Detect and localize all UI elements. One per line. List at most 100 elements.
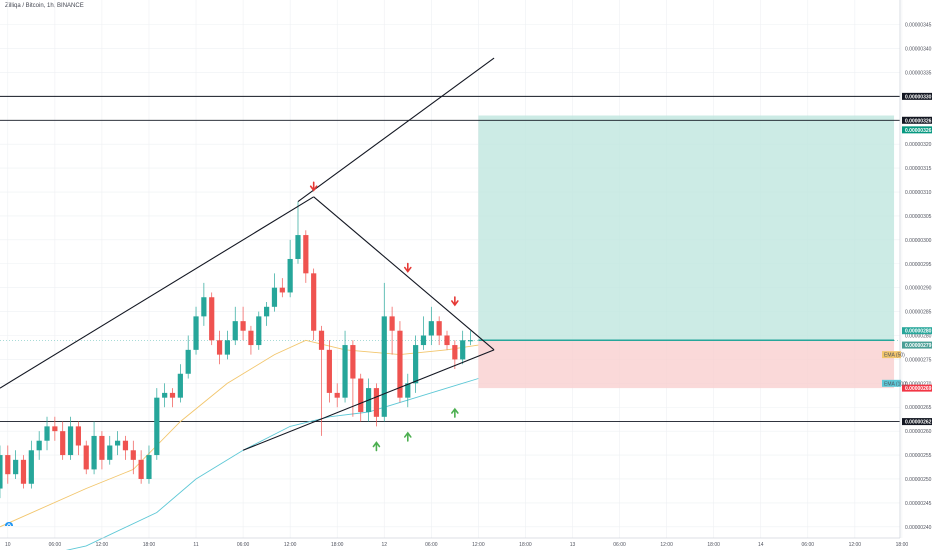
candle-body [303,235,309,274]
candle [413,335,419,393]
candle-body [350,345,356,379]
price-tick-label: 0.00000345 [905,23,932,29]
candle [358,373,364,422]
candle [201,282,207,326]
candle-body [67,426,74,456]
candle-body [452,345,458,360]
price-tick-label: 0.00000340 [905,47,932,53]
time-tick-label: 06:00 [49,542,62,548]
tradingview-logo-icon [5,522,13,527]
time-tick-label: 18:00 [143,542,156,548]
candle-body [162,392,168,398]
price-label-text: 0.00000280 [905,329,932,335]
candle [91,421,97,475]
candle [420,316,427,350]
candle [83,440,89,475]
candle-body [311,273,317,331]
candle-body [358,378,364,413]
candle-body [154,397,160,456]
candle [177,364,183,403]
candle [75,421,81,456]
candle [452,340,458,369]
price-tick-label: 0.00000290 [905,286,932,292]
price-label-box [902,384,932,392]
candle-body [122,440,129,451]
candle [287,239,293,298]
candle-body [405,383,411,398]
candle-body [389,316,395,331]
time-tick-label: 06:00 [802,542,815,548]
indicator-tag-text: EMA (100) [884,381,908,387]
price-tick-label: 0.00000320 [905,142,932,148]
time-tick-label: 13 [570,542,576,548]
candle-body [13,459,19,475]
price-tick-label: 0.00000275 [905,357,932,363]
candle [67,416,74,460]
candle [52,416,58,441]
price-label-box [902,341,932,349]
candle [295,201,301,264]
candle-body [0,455,3,489]
arrow-up-icon [403,431,412,442]
time-tick-label: 12:00 [660,542,673,548]
candle-body [256,316,262,346]
candle [248,325,254,355]
time-tick-label: 18:00 [707,542,720,548]
stop-zone [478,340,895,389]
price-tick-label: 0.00000270 [905,381,932,387]
candle [138,450,144,484]
candle-body [248,330,254,346]
candle-body [44,426,50,441]
candle-body [201,297,207,317]
time-tick-label: 12:00 [849,542,862,548]
price-tick-label: 0.00000285 [905,310,932,316]
price-label-text: 0.00000330 [905,94,932,100]
candle [28,440,34,489]
candle [146,445,152,484]
candle [460,330,466,365]
candle [224,330,231,360]
time-tick-label: 06:00 [425,542,438,548]
candle [154,388,160,460]
indicator-tag-box [882,351,901,359]
price-label-box [902,126,932,134]
candle-body [193,316,199,350]
candle [397,321,403,403]
candle-body [138,459,144,479]
time-tick-label: 14 [758,542,764,548]
chart-title: Zilliqa / Bitcoin, 1h, BINANCE [5,3,84,9]
time-tick-label: 06:00 [237,542,250,548]
price-tick-label: 0.00000305 [905,214,932,220]
profit-zone [478,115,895,341]
time-tick-label: 11 [193,542,198,548]
candle [326,340,332,403]
candle-body [240,321,246,331]
price-tick-label: 0.00000260 [905,429,932,435]
candle [169,388,176,408]
price-tick-label: 0.00000240 [905,525,932,531]
candle-body [287,258,293,293]
candle-body [146,455,152,479]
candle [350,340,356,417]
indicator-tag-text: EMA (50) [884,353,905,359]
price-label-text: 0.00000269 [905,386,932,392]
time-tick-label: 18:00 [896,542,909,548]
time-tick-label: 12:00 [96,542,109,548]
price-tick-label: 0.00000315 [905,166,932,172]
price-tick-label: 0.00000295 [905,262,932,268]
price-tick-label: 0.00000280 [905,333,932,339]
candle [107,435,113,465]
candle [13,450,19,479]
candle [256,311,262,350]
price-label-text: 0.00000326 [905,118,932,124]
price-tick-label: 0.00000250 [905,477,932,483]
candle-body [264,306,270,317]
candle [436,316,442,346]
time-tick-label: 10 [5,542,11,548]
indicator-tag-box [882,379,901,387]
candle-body [20,459,27,484]
price-tick-label: 0.00000265 [905,405,932,411]
candle-body [342,345,348,398]
price-label-text: 0.00000262 [905,420,932,426]
